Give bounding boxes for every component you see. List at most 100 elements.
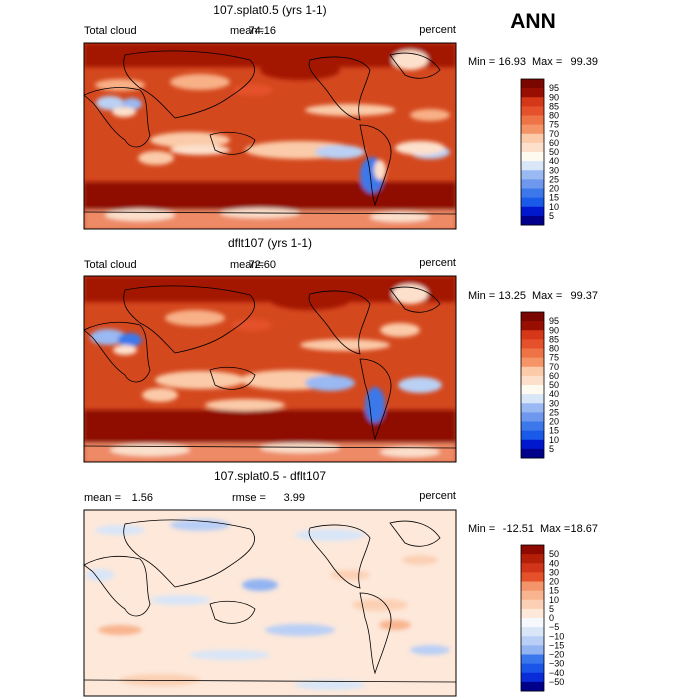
panel-1-mean-value: 74.16	[248, 25, 276, 37]
colorbar-cell	[521, 330, 544, 340]
colorbar-cell	[521, 572, 544, 582]
colorbar-cell	[521, 448, 544, 459]
colorbar-tick-label: 30	[549, 165, 559, 175]
panel-1-map	[83, 42, 457, 230]
colorbar-cell	[521, 439, 544, 450]
colorbar-cell	[521, 170, 544, 180]
colorbar-frame	[520, 311, 545, 459]
colorbar-cell	[521, 375, 544, 386]
colorbar-cell	[521, 421, 544, 432]
colorbar-tick-label: 60	[549, 371, 559, 381]
colorbar-tick-label: 25	[549, 174, 559, 184]
colorbar-tick-label: 50	[549, 147, 559, 157]
colorbar-cell	[521, 412, 544, 422]
colorbar-cell	[521, 663, 544, 674]
colorbar-cell	[521, 599, 544, 610]
colorbar-tick-label: 85	[549, 334, 559, 344]
colorbar-tick-label: 90	[549, 92, 559, 102]
panel-3-mean-value: 1.56	[132, 492, 153, 504]
colorbar-tick-label: 20	[549, 417, 559, 427]
colorbar-cell	[521, 672, 544, 683]
colorbar-tick-label: 5	[549, 211, 554, 221]
colorbar-cell	[521, 394, 544, 404]
colorbar-tick-label: 50	[549, 549, 559, 559]
colorbar-cell	[521, 403, 544, 413]
panel-1-min-value: 16.93	[498, 56, 526, 68]
panel-1-min-label: Min =	[468, 56, 495, 68]
colorbar-tick-label: −5	[549, 622, 559, 632]
panel-3-rmse-label: rmse =	[232, 492, 266, 504]
colorbar-tick-label: 40	[549, 389, 559, 399]
colorbar-tick-label: −30	[549, 659, 564, 669]
colorbar-cell	[521, 133, 544, 144]
colorbar-tick-label: 85	[549, 101, 559, 111]
colorbar-cell	[521, 627, 544, 637]
colorbar-tick-label: 90	[549, 325, 559, 335]
panel-3-map	[83, 509, 457, 697]
colorbar-cell	[521, 339, 544, 349]
colorbar-tick-label: 0	[549, 613, 554, 623]
colorbar-cell	[521, 581, 544, 592]
panel-1-mean-label: mean=	[230, 25, 264, 37]
panel-2-units: percent	[419, 257, 456, 269]
colorbar-cell	[521, 152, 544, 162]
colorbar-tick-label: 95	[549, 83, 559, 93]
colorbar-cell	[521, 188, 544, 199]
panel-2-mean-value: 72.60	[248, 259, 276, 271]
panel-3-max-label: Max =	[540, 523, 570, 535]
colorbar-tick-label: 40	[549, 156, 559, 166]
colorbar-tick-label: 60	[549, 138, 559, 148]
colorbar-cell	[521, 142, 544, 153]
panel-3-min-value: -12.51	[503, 523, 534, 535]
colorbar-cell	[521, 348, 544, 359]
colorbar-cell	[521, 312, 544, 322]
colorbar-cell	[521, 115, 544, 126]
colorbar-cell	[521, 608, 544, 619]
colorbar-tick-label: 15	[549, 193, 559, 203]
colorbar-tick-label: 75	[549, 353, 559, 363]
colorbar-cell	[521, 590, 544, 601]
panel-2-min-value: 13.25	[498, 290, 526, 302]
panel-2-max-value: 99.37	[570, 290, 598, 302]
panel-2-max-label: Max =	[532, 290, 562, 302]
colorbar-cell	[521, 366, 544, 377]
colorbar-tick-label: 80	[549, 111, 559, 121]
colorbar-tick-label: 50	[549, 380, 559, 390]
colorbar-cell	[521, 179, 544, 189]
panel-3-title: 107.splat0.5 - dflt107	[214, 469, 326, 483]
panel-1-field-label: Total cloud	[84, 25, 137, 37]
panel-3: 107.splat0.5 - dflt107 mean = 1.56 rmse …	[83, 469, 598, 697]
colorbar-tick-label: −50	[549, 677, 564, 687]
colorbar-frame	[520, 78, 545, 226]
panel-1-max-label: Max =	[532, 56, 562, 68]
colorbar-cell	[521, 563, 544, 573]
colorbar-tick-label: 15	[549, 586, 559, 596]
colorbar-cell	[521, 88, 544, 98]
colorbar-tick-label: 30	[549, 567, 559, 577]
colorbar-tick-label: 15	[549, 426, 559, 436]
colorbar-cell	[521, 636, 544, 646]
colorbar-cell	[521, 645, 544, 655]
panel-3-rmse-value: 3.99	[284, 492, 305, 504]
panel-2-field-label: Total cloud	[84, 259, 137, 271]
panel-2-map	[83, 275, 457, 463]
colorbar-cell	[521, 430, 544, 441]
colorbar-cell	[521, 654, 544, 665]
panel-2-min-label: Min =	[468, 290, 495, 302]
colorbar-cell	[521, 206, 544, 217]
colorbar-tick-label: 40	[549, 558, 559, 568]
panel-3-min-label: Min =	[468, 523, 495, 535]
colorbar-cell	[521, 124, 544, 135]
colorbar-cell	[521, 681, 544, 692]
colorbar-cell	[521, 79, 544, 89]
panel-1-max-value: 99.39	[570, 56, 598, 68]
colorbar-tick-label: 5	[549, 444, 554, 454]
colorbar-cell	[521, 97, 544, 107]
season-label: ANN	[510, 10, 556, 33]
panel-3-max-value: 18.67	[570, 523, 598, 535]
colorbar-tick-label: −20	[549, 650, 564, 660]
colorbar-tick-label: −40	[549, 668, 564, 678]
colorbar-cell	[521, 161, 544, 171]
colorbar-cell	[521, 385, 544, 395]
